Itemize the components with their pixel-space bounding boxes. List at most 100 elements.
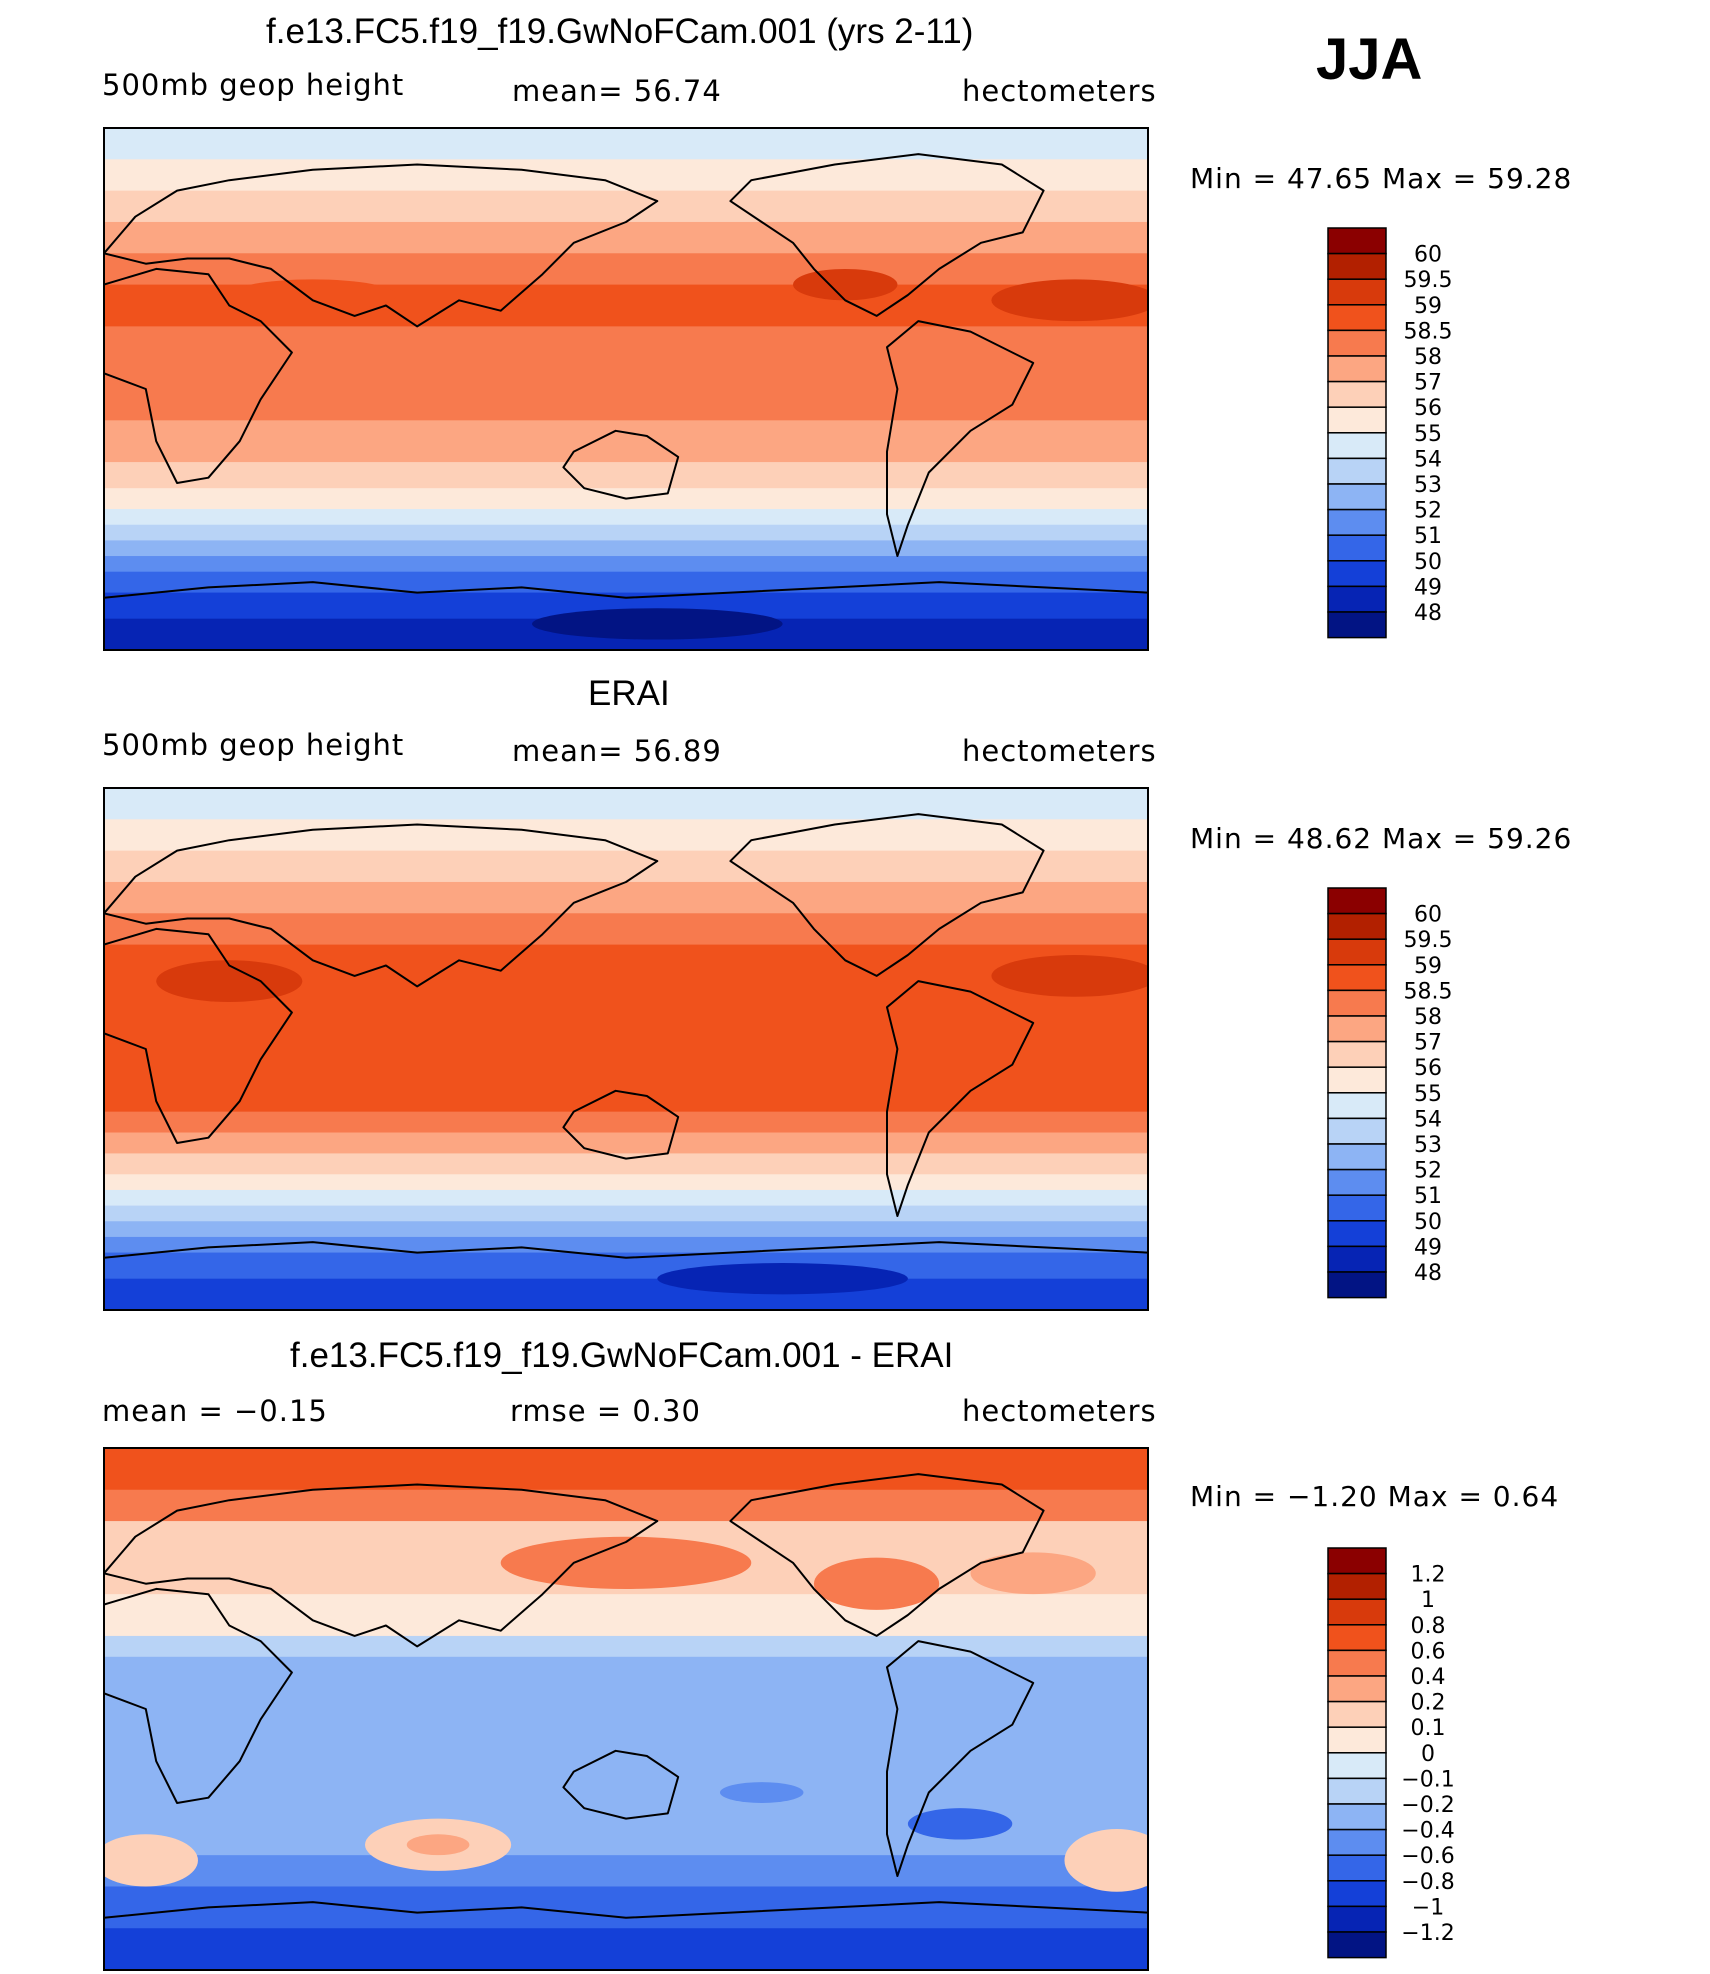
- coastline: [104, 823, 659, 988]
- contour-anomaly: [793, 268, 898, 301]
- colorbar-tick-label: 54: [1414, 447, 1442, 472]
- contour-band: [104, 1132, 1148, 1155]
- contour-band: [104, 1221, 1148, 1238]
- contour-band: [104, 1278, 1148, 1310]
- contour-anomaly: [229, 279, 397, 311]
- contour-band: [104, 1174, 1148, 1191]
- colorbar-swatch: [1327, 380, 1387, 408]
- colorbar-tick-label: 59: [1414, 954, 1442, 979]
- colorbar-swatch: [1327, 1854, 1387, 1882]
- contour-band: [104, 524, 1148, 542]
- contour-anomaly: [657, 1263, 908, 1295]
- colorbar-swatch: [1327, 355, 1387, 383]
- coastline: [729, 153, 1045, 317]
- colorbar-tick-label: 0.6: [1411, 1639, 1446, 1664]
- contour-band: [104, 1635, 1148, 1658]
- colorbar-tick-label: −0.2: [1401, 1793, 1454, 1818]
- colorbar-swatch: [1327, 1649, 1387, 1677]
- colorbar-tick-label: −0.6: [1401, 1844, 1454, 1869]
- colorbar-tick-label: −0.1: [1401, 1767, 1454, 1792]
- contour-band: [104, 1189, 1148, 1207]
- coastline: [886, 980, 1035, 1217]
- colorbar-swatch: [1327, 611, 1387, 639]
- colorbar-tick-label: 56: [1414, 396, 1442, 421]
- colorbar-tick-label: 49: [1414, 575, 1442, 600]
- colorbar-tick-label: 57: [1414, 371, 1442, 396]
- colorbar-swatch: [1327, 938, 1387, 966]
- contour-anomaly: [500, 1536, 752, 1589]
- coastline: [104, 927, 293, 1144]
- contour-band: [104, 571, 1148, 594]
- panel-1-minmax: Min = 47.65 Max = 59.28: [1190, 162, 1573, 195]
- contour-band: [104, 1594, 1148, 1637]
- colorbar-tick-label: 49: [1414, 1235, 1442, 1260]
- coastline: [562, 1749, 680, 1820]
- coastline: [104, 1587, 293, 1804]
- colorbar-tick-label: 0.8: [1411, 1614, 1446, 1639]
- colorbar-tick-label: 59.5: [1404, 268, 1453, 293]
- colorbar-tick-label: 58.5: [1404, 979, 1453, 1004]
- colorbar-swatch: [1327, 534, 1387, 562]
- colorbar-swatch: [1327, 1117, 1387, 1145]
- colorbar-tick-label: 55: [1414, 422, 1442, 447]
- panel-3-units-label: hectometers: [962, 1394, 1157, 1428]
- contour-anomaly: [104, 1834, 198, 1887]
- colorbar-tick-label: −1: [1412, 1895, 1444, 1920]
- colorbar-tick-label: 0.2: [1411, 1691, 1446, 1716]
- contour-band: [104, 221, 1148, 255]
- contour-band: [104, 986, 1148, 1113]
- colorbar-swatch: [1327, 457, 1387, 485]
- contour-band: [104, 509, 1148, 526]
- panel-3-mean-label: mean = −0.15: [102, 1394, 328, 1428]
- coastline: [104, 1901, 1148, 1919]
- contour-band: [104, 913, 1148, 946]
- colorbar-swatch: [1327, 1931, 1387, 1959]
- panel-2-units-label: hectometers: [962, 734, 1157, 768]
- contour-band: [104, 1205, 1148, 1223]
- contour-anomaly: [719, 1782, 804, 1803]
- colorbar-swatch: [1327, 508, 1387, 536]
- colorbar-swatch: [1327, 1726, 1387, 1754]
- contour-anomaly: [991, 955, 1148, 997]
- colorbar-tick-label: 51: [1414, 524, 1442, 549]
- contour-band: [104, 420, 1148, 464]
- colorbar-swatch: [1327, 1675, 1387, 1703]
- contour-band: [104, 326, 1148, 422]
- colorbar-swatch: [1327, 329, 1387, 357]
- colorbar-tick-label: 1.2: [1411, 1563, 1446, 1588]
- panel-2-mean-label: mean= 56.89: [512, 734, 722, 768]
- colorbar-swatch: [1327, 227, 1387, 255]
- colorbar-swatch: [1327, 1624, 1387, 1652]
- contour-anomaly: [991, 279, 1148, 322]
- contour-band: [104, 253, 1148, 286]
- colorbar-swatch: [1327, 1777, 1387, 1805]
- colorbar-swatch: [1327, 1220, 1387, 1248]
- contour-anomaly: [532, 608, 783, 640]
- colorbar-tick-label: 48: [1414, 1261, 1442, 1286]
- contour-band: [104, 1111, 1148, 1134]
- contour-anomaly: [907, 1808, 1013, 1840]
- coastline: [886, 320, 1035, 557]
- colorbar-tick-label: 54: [1414, 1107, 1442, 1132]
- colorbar-swatch: [1327, 1905, 1387, 1933]
- coastline: [104, 1483, 659, 1648]
- panel-3-minmax: Min = −1.20 Max = 0.64: [1190, 1480, 1560, 1513]
- contour-anomaly: [970, 1552, 1096, 1595]
- colorbar-tick-label: −0.4: [1401, 1819, 1454, 1844]
- panel-1-title: f.e13.FC5.f19_f19.GwNoFCam.001 (yrs 2-11…: [266, 12, 974, 51]
- colorbar-tick-label: 51: [1414, 1184, 1442, 1209]
- panel-2-minmax: Min = 48.62 Max = 59.26: [1190, 822, 1573, 855]
- colorbar-tick-label: 56: [1414, 1056, 1442, 1081]
- colorbar-swatch: [1327, 1572, 1387, 1600]
- colorbar-tick-label: 50: [1414, 550, 1442, 575]
- contour-anomaly: [813, 1557, 940, 1610]
- colorbar-tick-label: 50: [1414, 1210, 1442, 1235]
- colorbar-tick-label: 58: [1414, 345, 1442, 370]
- colorbar-swatch: [1327, 1752, 1387, 1780]
- season-label: JJA: [1316, 27, 1423, 92]
- panel-2-title: ERAI: [588, 674, 670, 713]
- colorbar-tick-label: 59: [1414, 294, 1442, 319]
- colorbar-swatch: [1327, 304, 1387, 332]
- colorbar-swatch: [1327, 1040, 1387, 1068]
